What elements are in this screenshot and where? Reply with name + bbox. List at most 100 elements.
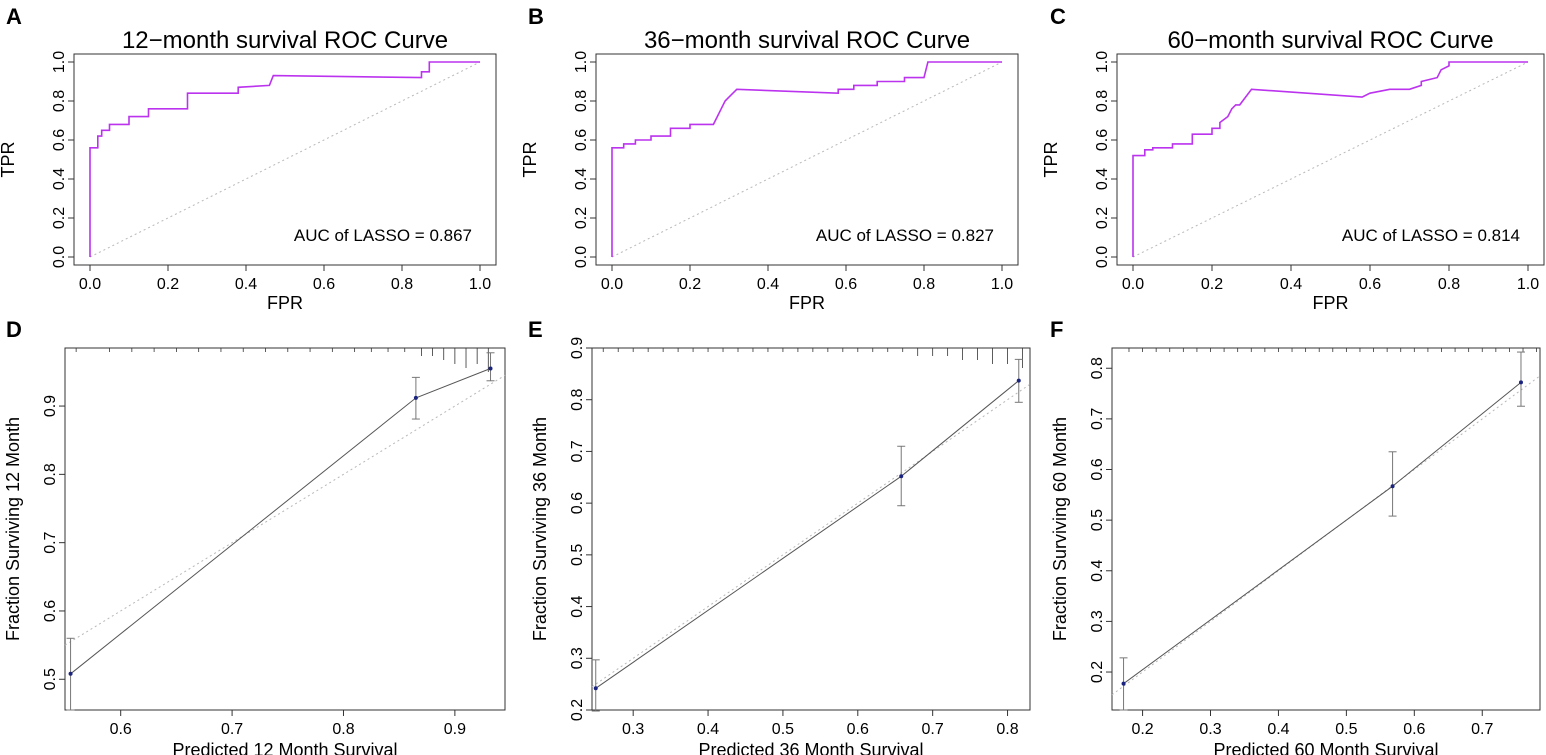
x-tick-label: 0.3 [1199, 721, 1221, 738]
plot-frame [595, 53, 1019, 266]
y-tick-label: 0.2 [1094, 207, 1111, 229]
calibration-line [70, 368, 491, 675]
panel-label: C [1050, 4, 1066, 29]
plot-frame [1111, 347, 1541, 711]
y-tick-label: 1.0 [573, 51, 590, 73]
calibration-point [1518, 380, 1523, 385]
y-tick-label: 0.8 [573, 90, 590, 112]
x-tick-label: 1.0 [991, 276, 1013, 293]
auc-annotation: AUC of LASSO = 0.867 [294, 226, 472, 245]
x-tick-label: 0.2 [1131, 721, 1153, 738]
x-tick-label: 0.0 [601, 276, 623, 293]
auc-annotation: AUC of LASSO = 0.827 [816, 226, 994, 245]
x-tick-label: 0.8 [332, 721, 354, 738]
x-tick-label: 0.8 [391, 276, 413, 293]
panel-label: B [528, 4, 544, 29]
y-tick-label: 0.6 [573, 129, 590, 151]
x-axis-label: Predicted 36 Month Survival [698, 740, 923, 755]
x-tick-label: 0.0 [79, 276, 101, 293]
x-tick-label: 1.0 [469, 276, 491, 293]
y-tick-label: 0.4 [1094, 168, 1111, 190]
y-axis-label: TPR [1041, 141, 1061, 177]
y-tick-label: 0.5 [569, 544, 586, 566]
y-tick-label: 0.8 [42, 463, 59, 485]
calibration-line [1123, 382, 1522, 685]
x-tick-label: 0.7 [922, 721, 944, 738]
roc-curve-line [1132, 61, 1528, 257]
y-tick-label: 0.4 [51, 168, 68, 190]
y-tick-label: 0.7 [1089, 408, 1106, 430]
x-tick-label: 0.4 [757, 276, 779, 293]
plot-frame [73, 53, 497, 266]
x-axis-label: FPR [267, 293, 303, 313]
y-tick-label: 0.7 [569, 440, 586, 462]
x-tick-label: 0.2 [157, 276, 179, 293]
x-tick-label: 0.9 [444, 721, 466, 738]
roc-curve-line [611, 61, 1002, 257]
x-tick-label: 0.3 [622, 721, 644, 738]
panel-d: D 0.6 0.7 0.8 0.9 0.5 0.6 0.7 0.8 0.9 Predicted 12… [3, 317, 506, 755]
calibration-point [1121, 681, 1126, 686]
calibration-point [899, 474, 904, 479]
y-tick-label: 0.0 [51, 246, 68, 268]
panel-label: D [6, 317, 22, 342]
y-axis-label: Fraction Surviving 36 Month [530, 417, 550, 641]
panel-e: E 0.3 0.4 0.5 0.6 0.7 0.8 0.2 0.3 0.4 0.5 0.6 0.7 0.8… [528, 317, 1031, 755]
panel-b: B 36−month survival ROC Curve 0.0 0.2 0.4 0.6… [520, 4, 1019, 313]
y-tick-label: 0.8 [1094, 90, 1111, 112]
x-tick-label: 0.8 [996, 721, 1018, 738]
x-tick-label: 0.6 [847, 721, 869, 738]
y-tick-label: 0.6 [51, 129, 68, 151]
y-axis-label: Fraction Surviving 60 Month [1050, 417, 1070, 641]
calibration-point [593, 686, 598, 691]
y-tick-label: 0.8 [569, 388, 586, 410]
x-tick-label: 0.5 [772, 721, 794, 738]
reference-diagonal [1132, 61, 1529, 258]
y-tick-label: 0.2 [569, 699, 586, 721]
x-tick-label: 0.6 [110, 721, 132, 738]
panel-label: F [1050, 317, 1063, 342]
y-axis-label: TPR [0, 141, 18, 177]
plot-frame [591, 347, 1031, 711]
x-tick-label: 1.0 [1517, 276, 1539, 293]
plot-frame [1116, 53, 1545, 266]
x-tick-label: 0.6 [835, 276, 857, 293]
x-tick-label: 0.7 [221, 721, 243, 738]
x-tick-label: 0.2 [679, 276, 701, 293]
calibration-line [595, 380, 1020, 689]
x-tick-label: 0.4 [235, 276, 257, 293]
x-tick-label: 0.8 [913, 276, 935, 293]
y-tick-label: 0.6 [1094, 129, 1111, 151]
calibration-point [413, 395, 418, 400]
chart-title: 60−month survival ROC Curve [1167, 27, 1493, 54]
auc-annotation: AUC of LASSO = 0.814 [1342, 226, 1520, 245]
x-tick-label: 0.6 [1403, 721, 1425, 738]
y-tick-label: 0.6 [1089, 458, 1106, 480]
y-tick-label: 0.6 [42, 600, 59, 622]
x-tick-label: 0.7 [1471, 721, 1493, 738]
ideal-diagonal [591, 383, 1031, 688]
y-tick-label: 1.0 [1094, 51, 1111, 73]
y-tick-label: 0.3 [569, 647, 586, 669]
calibration-point [1390, 484, 1395, 489]
y-tick-label: 0.0 [573, 246, 590, 268]
plot-frame [64, 347, 506, 711]
y-tick-label: 0.5 [1089, 509, 1106, 531]
y-axis-label: TPR [520, 141, 540, 177]
x-tick-label: 0.2 [1201, 276, 1223, 293]
y-tick-label: 0.6 [569, 492, 586, 514]
chart-title: 12−month survival ROC Curve [122, 27, 448, 54]
panel-a: A 12−month survival ROC Curve 0.0 0.2 0.4 0.6… [0, 4, 497, 313]
y-tick-label: 0.8 [1089, 357, 1106, 379]
y-tick-label: 0.4 [1089, 560, 1106, 582]
y-tick-label: 0.3 [1089, 610, 1106, 632]
panel-c: C 60−month survival ROC Curve 0.0 0.2 0.4 0.6… [1041, 4, 1545, 313]
calibration-point [1016, 378, 1021, 383]
calibration-point [488, 366, 493, 371]
ideal-diagonal [64, 374, 506, 646]
y-tick-label: 0.2 [573, 207, 590, 229]
x-axis-label: Predicted 12 Month Survival [172, 740, 397, 755]
y-tick-label: 0.4 [573, 168, 590, 190]
panel-label: E [528, 317, 543, 342]
